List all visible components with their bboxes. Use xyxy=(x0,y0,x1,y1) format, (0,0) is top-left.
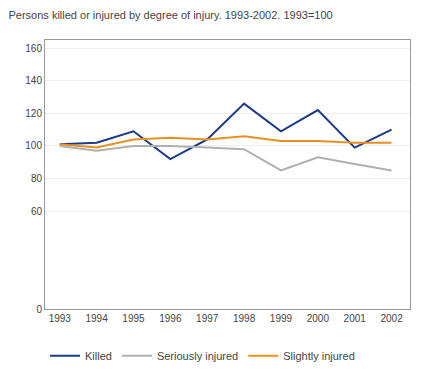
svg-text:0: 0 xyxy=(36,304,42,315)
svg-text:2002: 2002 xyxy=(380,313,403,324)
svg-text:2001: 2001 xyxy=(344,313,367,324)
svg-text:1995: 1995 xyxy=(122,313,145,324)
svg-text:80: 80 xyxy=(31,173,43,184)
svg-text:1993: 1993 xyxy=(49,313,72,324)
svg-text:1996: 1996 xyxy=(159,313,182,324)
svg-text:2000: 2000 xyxy=(307,313,330,324)
svg-text:120: 120 xyxy=(25,108,42,119)
svg-text:Killed: Killed xyxy=(85,350,112,362)
svg-text:140: 140 xyxy=(25,75,42,86)
svg-text:160: 160 xyxy=(25,43,42,54)
svg-text:Seriously injured: Seriously injured xyxy=(157,350,238,362)
svg-text:Slightly injured: Slightly injured xyxy=(283,350,355,362)
svg-text:1999: 1999 xyxy=(270,313,293,324)
svg-text:1994: 1994 xyxy=(85,313,108,324)
svg-text:100: 100 xyxy=(25,140,42,151)
svg-text:60: 60 xyxy=(31,206,43,217)
svg-text:1997: 1997 xyxy=(196,313,219,324)
svg-text:Persons killed or injured by d: Persons killed or injured by degree of i… xyxy=(9,9,333,21)
svg-text:1998: 1998 xyxy=(233,313,256,324)
